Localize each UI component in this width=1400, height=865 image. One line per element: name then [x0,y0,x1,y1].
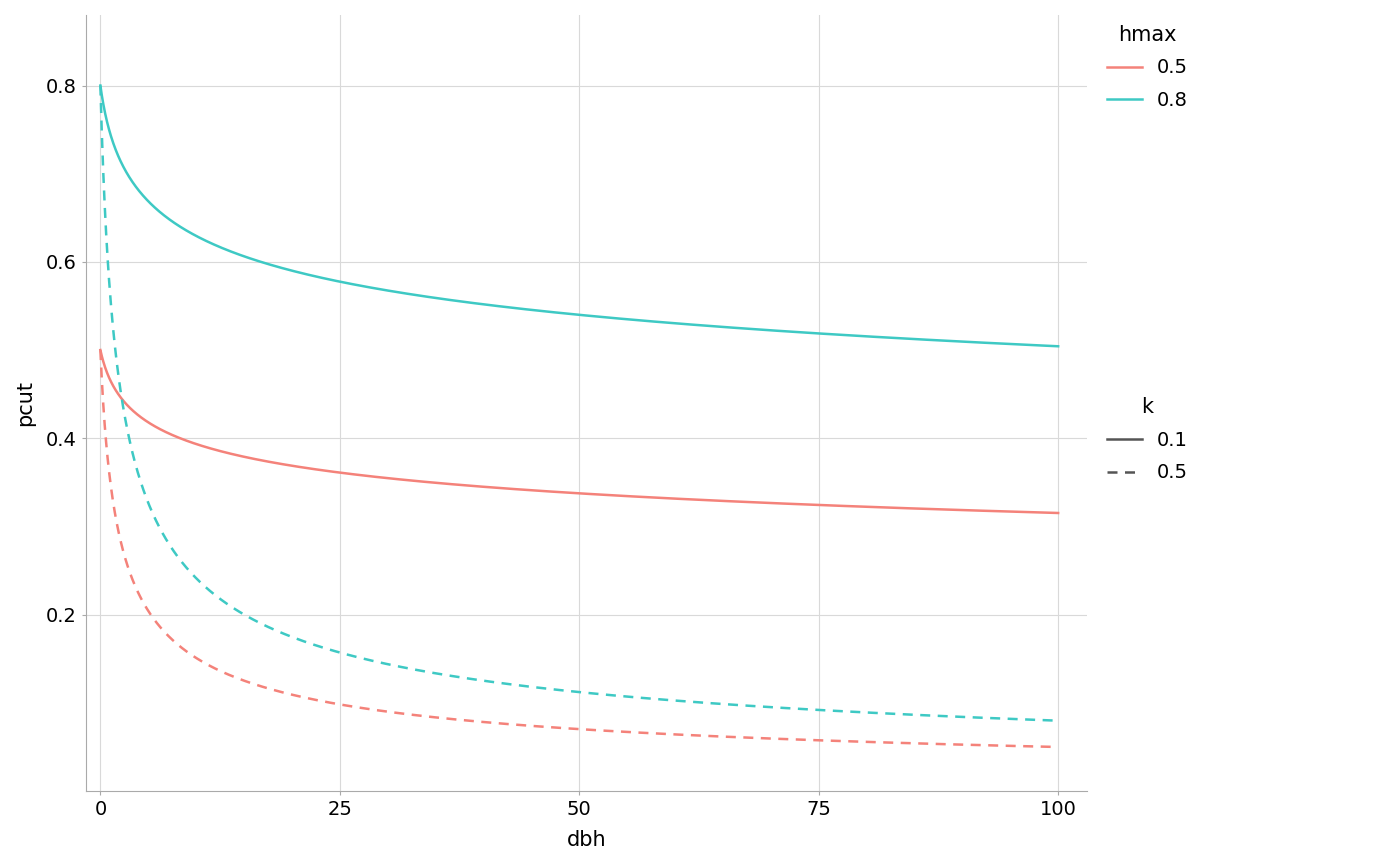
Y-axis label: pcut: pcut [15,380,35,426]
Legend: 0.1, 0.5: 0.1, 0.5 [1106,397,1189,483]
X-axis label: dbh: dbh [567,830,606,850]
